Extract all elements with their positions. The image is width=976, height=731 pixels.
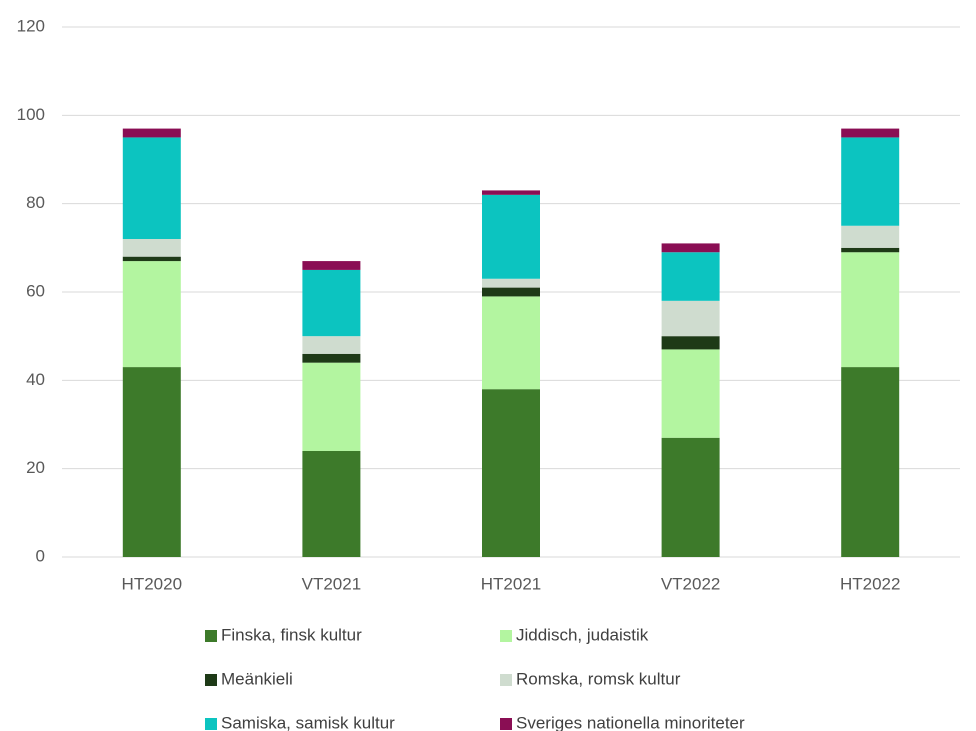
x-tick-label: HT2021 [481, 574, 541, 593]
y-tick-label: 80 [26, 193, 45, 212]
y-tick-label: 40 [26, 370, 45, 389]
bar-segment [661, 252, 720, 301]
y-tick-label: 120 [17, 16, 45, 35]
bar-segment [302, 261, 361, 270]
legend-label: Jiddisch, judaistik [516, 625, 649, 644]
bar-segment [482, 287, 540, 297]
bar-segment [122, 137, 181, 239]
bar-segment [302, 362, 361, 451]
legend-label: Samiska, samisk kultur [221, 713, 395, 731]
bar-segment [661, 300, 720, 337]
y-tick-label: 60 [26, 281, 45, 300]
bar-segment [661, 336, 720, 350]
legend-label: Sveriges nationella minoriteter [516, 713, 745, 731]
legend-swatch [205, 718, 217, 730]
bar-segment [482, 190, 540, 195]
y-tick-label: 20 [26, 458, 45, 477]
bar-segment [661, 243, 720, 253]
bar-segment [122, 128, 181, 138]
bar-segment [482, 389, 540, 557]
x-tick-label: VT2022 [661, 574, 721, 593]
bar-segment [302, 353, 361, 363]
legend-swatch [205, 630, 217, 642]
legend-swatch [500, 630, 512, 642]
y-tick-label: 0 [36, 546, 45, 565]
bar-segment [302, 269, 361, 337]
bar-segment [841, 367, 900, 557]
x-tick-label: HT2020 [122, 574, 182, 593]
legend-swatch [205, 674, 217, 686]
legend-swatch [500, 674, 512, 686]
bar-segment [122, 256, 181, 262]
bar-segment [482, 278, 540, 288]
x-tick-label: HT2022 [840, 574, 900, 593]
bar-segment [841, 128, 900, 138]
legend-label: Meänkieli [221, 669, 293, 688]
bar-segment [841, 252, 900, 368]
legend-label: Romska, romsk kultur [516, 669, 681, 688]
bar-segment [841, 247, 900, 253]
bar-segment [482, 296, 540, 390]
bar-segment [482, 194, 540, 279]
legend-label: Finska, finsk kultur [221, 625, 362, 644]
bar-segment [661, 349, 720, 438]
bar-segment [122, 239, 181, 257]
bar-segment [122, 261, 181, 368]
bar-segment [661, 437, 720, 557]
y-tick-label: 100 [17, 105, 45, 124]
x-tick-label: VT2021 [302, 574, 362, 593]
bar-segment [122, 367, 181, 557]
bar-segment [302, 336, 361, 354]
bar-segment [841, 137, 900, 226]
bar-segment [841, 225, 900, 248]
bar-segment [302, 451, 361, 557]
legend-swatch [500, 718, 512, 730]
